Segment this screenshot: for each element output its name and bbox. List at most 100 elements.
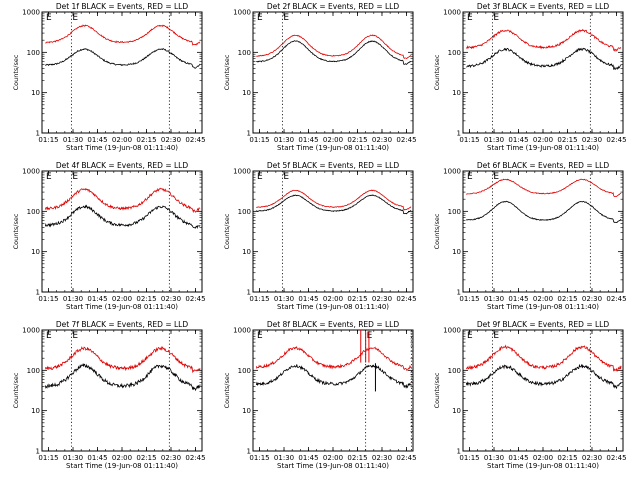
x-axis-label: Start Time (19-Jun-08 01:11:40) [277, 144, 389, 152]
eclipse-marker-label: E [46, 13, 52, 23]
y-tick-label: 1 [457, 448, 461, 456]
series-lld-line [44, 346, 201, 374]
y-tick-label: 10 [242, 407, 251, 415]
y-tick-label: 1 [36, 289, 40, 297]
y-tick-label: 1000 [22, 168, 40, 176]
y-tick-label: 1 [457, 289, 461, 297]
x-axis-label: Start Time (19-Jun-08 01:11:40) [277, 303, 389, 311]
plot-frame [41, 329, 203, 452]
eclipse-marker-label: E [493, 331, 499, 341]
y-tick-label: 100 [27, 49, 40, 57]
y-tick-label: 1000 [443, 9, 461, 17]
y-tick-label: 100 [448, 208, 461, 216]
series-events-line [466, 200, 622, 224]
plot-frame [41, 11, 203, 134]
chart-panel: Det 9f BLACK = Events, RED = LLD 1 10 100 10… [433, 320, 627, 470]
series-events-line [256, 194, 412, 215]
eclipse-marker-label: E [493, 172, 499, 182]
y-tick-label: 1000 [233, 327, 251, 335]
chart-panel: Det 5f BLACK = Events, RED = LLD 1 10 100 10… [223, 161, 417, 311]
y-tick-label: 1 [36, 130, 40, 138]
y-tick-label: 100 [238, 367, 251, 375]
chart-panel: Det 4f BLACK = Events, RED = LLD 1 10 100 10… [12, 161, 206, 311]
y-tick-label: 1000 [22, 327, 40, 335]
x-tick-label: 02:15 [347, 454, 367, 462]
x-tick-label: 02:15 [136, 136, 156, 144]
x-tick-label: 02:45 [606, 295, 626, 303]
eclipse-marker-label: E [367, 331, 373, 341]
x-tick-label: 01:45 [508, 454, 528, 462]
x-tick-label: 01:15 [459, 136, 479, 144]
plot-frame [41, 170, 203, 293]
eclipse-marker-label: E [72, 331, 78, 341]
x-tick-label: 01:45 [298, 295, 318, 303]
series-events-line [256, 40, 412, 65]
x-axis-label: Start Time (19-Jun-08 01:11:40) [277, 462, 389, 470]
plot-frame [252, 11, 414, 134]
y-axis-label: Counts/sec [223, 372, 231, 408]
x-tick-label: 02:45 [606, 136, 626, 144]
x-tick-label: 01:45 [87, 295, 107, 303]
chart-title: Det 9f BLACK = Events, RED = LLD [477, 320, 610, 329]
x-tick-label: 02:15 [347, 295, 367, 303]
x-tick-label: 01:30 [63, 136, 83, 144]
series-lld-line [45, 24, 201, 46]
x-tick-label: 02:15 [557, 136, 577, 144]
eclipse-marker-label: E [257, 172, 263, 182]
y-tick-label: 10 [31, 89, 40, 97]
x-tick-label: 02:00 [112, 136, 132, 144]
y-tick-label: 1 [247, 448, 251, 456]
series-lld-line [256, 189, 412, 211]
x-tick-label: 01:30 [484, 136, 504, 144]
series-lld-line [465, 344, 622, 372]
y-axis-label: Counts/sec [12, 372, 20, 408]
y-axis-label: Counts/sec [12, 54, 20, 90]
x-tick-label: 01:30 [274, 136, 294, 144]
eclipse-marker-label: E [283, 172, 289, 182]
x-tick-label: 01:45 [298, 136, 318, 144]
y-tick-label: 10 [31, 248, 40, 256]
x-tick-label: 02:00 [533, 295, 553, 303]
chart-title: Det 1f BLACK = Events, RED = LLD [56, 2, 189, 11]
x-tick-label: 02:30 [372, 136, 392, 144]
y-tick-label: 10 [452, 248, 461, 256]
x-tick-label: 01:15 [249, 295, 269, 303]
series-events-line [465, 363, 622, 390]
chart-panel: Det 1f BLACK = Events, RED = LLD 1 10 100 10… [12, 2, 206, 152]
x-axis-label: Start Time (19-Jun-08 01:11:40) [66, 303, 178, 311]
x-tick-label: 01:15 [459, 454, 479, 462]
x-tick-label: 02:45 [396, 136, 416, 144]
x-tick-label: 02:00 [323, 454, 343, 462]
x-tick-label: 02:45 [185, 295, 205, 303]
x-tick-label: 02:00 [112, 454, 132, 462]
y-tick-label: 1000 [233, 168, 251, 176]
x-tick-label: 01:15 [38, 454, 58, 462]
y-axis-label: Counts/sec [433, 372, 441, 408]
y-tick-label: 10 [452, 89, 461, 97]
x-tick-label: 02:30 [372, 454, 392, 462]
eclipse-marker-label: E [493, 13, 499, 23]
chart-title: Det 7f BLACK = Events, RED = LLD [56, 320, 189, 329]
series-events-line [45, 48, 201, 69]
x-tick-label: 02:00 [112, 295, 132, 303]
x-tick-label: 02:45 [396, 454, 416, 462]
chart-title: Det 3f BLACK = Events, RED = LLD [477, 2, 610, 11]
x-tick-label: 01:45 [508, 136, 528, 144]
x-axis-label: Start Time (19-Jun-08 01:11:40) [487, 144, 599, 152]
x-tick-label: 01:15 [38, 295, 58, 303]
y-tick-label: 1000 [443, 168, 461, 176]
eclipse-marker-label: E [283, 13, 289, 23]
x-tick-label: 01:15 [459, 295, 479, 303]
x-tick-label: 02:00 [323, 295, 343, 303]
x-tick-label: 01:30 [274, 454, 294, 462]
series-lld-line [44, 187, 201, 214]
y-tick-label: 1000 [233, 9, 251, 17]
series-events-line [44, 204, 201, 229]
y-tick-label: 1000 [443, 327, 461, 335]
x-tick-label: 02:15 [136, 295, 156, 303]
plot-frame [462, 329, 624, 452]
eclipse-marker-label: E [467, 13, 473, 23]
chart-panel: Det 8f BLACK = Events, RED = LLD 1 10 100 10… [223, 320, 417, 470]
x-tick-label: 02:15 [136, 454, 156, 462]
